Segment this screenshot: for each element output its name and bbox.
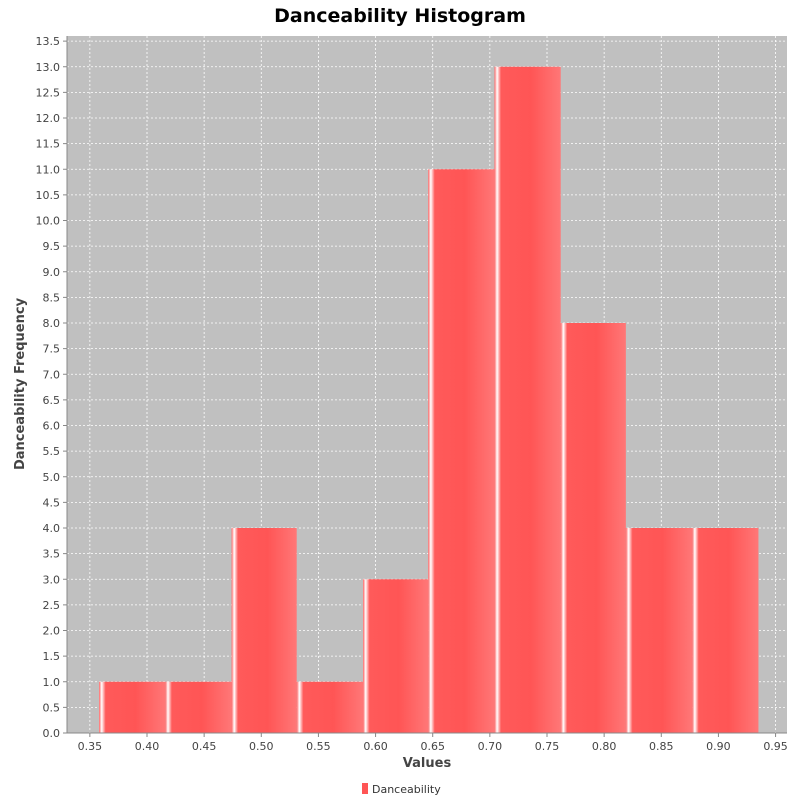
histogram-bar [494,66,561,733]
x-tick-label: 0.80 [592,740,617,753]
y-tick-label: 5.5 [43,445,61,458]
y-tick-label: 11.0 [36,163,61,176]
y-tick-label: 13.0 [36,61,61,74]
x-tick-label: 0.95 [763,740,788,753]
y-tick-label: 4.0 [43,522,61,535]
histogram-bar [560,323,626,733]
y-tick-label: 10.0 [36,215,61,228]
x-tick-label: 0.70 [478,740,503,753]
y-tick-label: 7.0 [43,368,61,381]
x-tick-label: 0.75 [535,740,560,753]
y-tick-label: 6.0 [43,420,61,433]
y-tick-label: 7.5 [43,343,61,356]
chart-title: Danceability Histogram [274,5,526,27]
histogram-bar [363,579,429,733]
x-tick-label: 0.35 [78,740,103,753]
x-tick-label: 0.50 [249,740,274,753]
y-tick-label: 6.5 [43,394,61,407]
y-tick-label: 4.5 [43,496,61,509]
y-tick-label: 1.0 [43,676,61,689]
histogram-bar [99,681,166,733]
x-tick-label: 0.40 [135,740,160,753]
x-tick-label: 0.55 [306,740,331,753]
y-tick-label: 2.5 [43,599,61,612]
histogram-bar [165,681,232,733]
y-tick-label: 5.0 [43,471,61,484]
y-tick-label: 12.5 [36,86,61,99]
y-tick-label: 2.0 [43,625,61,638]
legend-swatch [362,783,368,794]
y-tick-label: 8.0 [43,317,61,330]
x-tick-label: 0.60 [363,740,388,753]
y-tick-label: 1.5 [43,650,61,663]
histogram-bar [231,528,297,733]
y-tick-label: 13.5 [36,35,61,48]
y-tick-label: 3.5 [43,548,61,561]
axes: 0.0 0.5 1.0 1.5 2.0 2.5 3.0 3.5 4.0 4.5 5.0 5.5 6.0 6… [36,35,788,753]
histogram-bar [692,528,759,733]
x-tick-label: 0.85 [649,740,674,753]
histogram-bar [625,528,693,733]
x-tick-label: 0.65 [420,740,445,753]
y-tick-label: 3.0 [43,573,61,586]
x-axis-label: Values [403,756,452,771]
y-tick-label: 0.0 [43,727,61,740]
y-tick-label: 0.5 [43,701,61,714]
y-axis-label: Danceability Frequency [13,297,28,470]
histogram-bar [296,681,363,733]
legend: Danceability [362,783,441,796]
histogram-bar [428,169,495,733]
y-tick-label: 8.5 [43,291,61,304]
x-tick-label: 0.45 [192,740,217,753]
legend-label: Danceability [372,783,441,796]
y-tick-label: 9.0 [43,266,61,279]
y-tick-label: 11.5 [36,138,61,151]
y-tick-label: 10.5 [36,189,61,202]
bars [99,66,759,733]
x-tick-label: 0.90 [706,740,731,753]
y-tick-label: 9.5 [43,240,61,253]
y-tick-label: 12.0 [36,112,61,125]
